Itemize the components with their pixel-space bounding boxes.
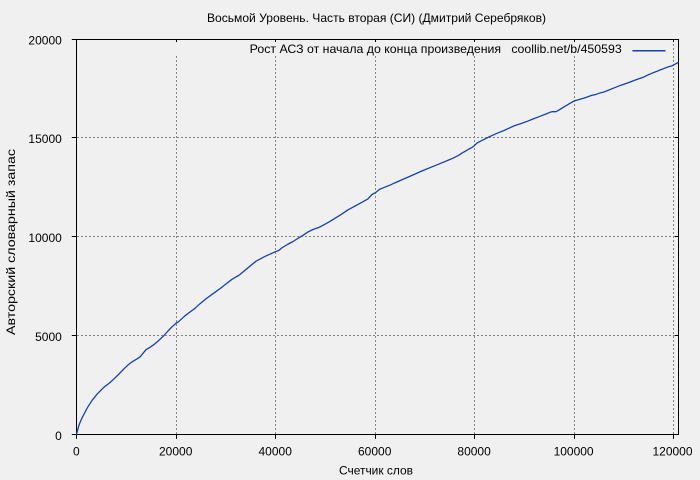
svg-text:20000: 20000 bbox=[28, 34, 62, 48]
svg-text:0: 0 bbox=[73, 445, 80, 459]
svg-text:100000: 100000 bbox=[554, 445, 594, 459]
svg-text:Авторский словарный запас: Авторский словарный запас bbox=[4, 149, 18, 335]
svg-text:20000: 20000 bbox=[159, 445, 193, 459]
svg-text:120000: 120000 bbox=[652, 445, 692, 459]
svg-text:10000: 10000 bbox=[28, 231, 62, 245]
svg-text:Рост АСЗ от начала до конца пр: Рост АСЗ от начала до конца произведения… bbox=[250, 42, 622, 56]
svg-text:Восьмой Уровень. Часть вторая: Восьмой Уровень. Часть вторая (СИ) (Дмит… bbox=[207, 11, 546, 25]
svg-text:0: 0 bbox=[55, 429, 62, 443]
svg-text:40000: 40000 bbox=[259, 445, 293, 459]
svg-text:15000: 15000 bbox=[28, 132, 62, 146]
svg-text:5000: 5000 bbox=[35, 330, 62, 344]
svg-text:80000: 80000 bbox=[457, 445, 491, 459]
svg-text:60000: 60000 bbox=[358, 445, 392, 459]
svg-text:Счетчик слов: Счетчик слов bbox=[339, 463, 413, 477]
